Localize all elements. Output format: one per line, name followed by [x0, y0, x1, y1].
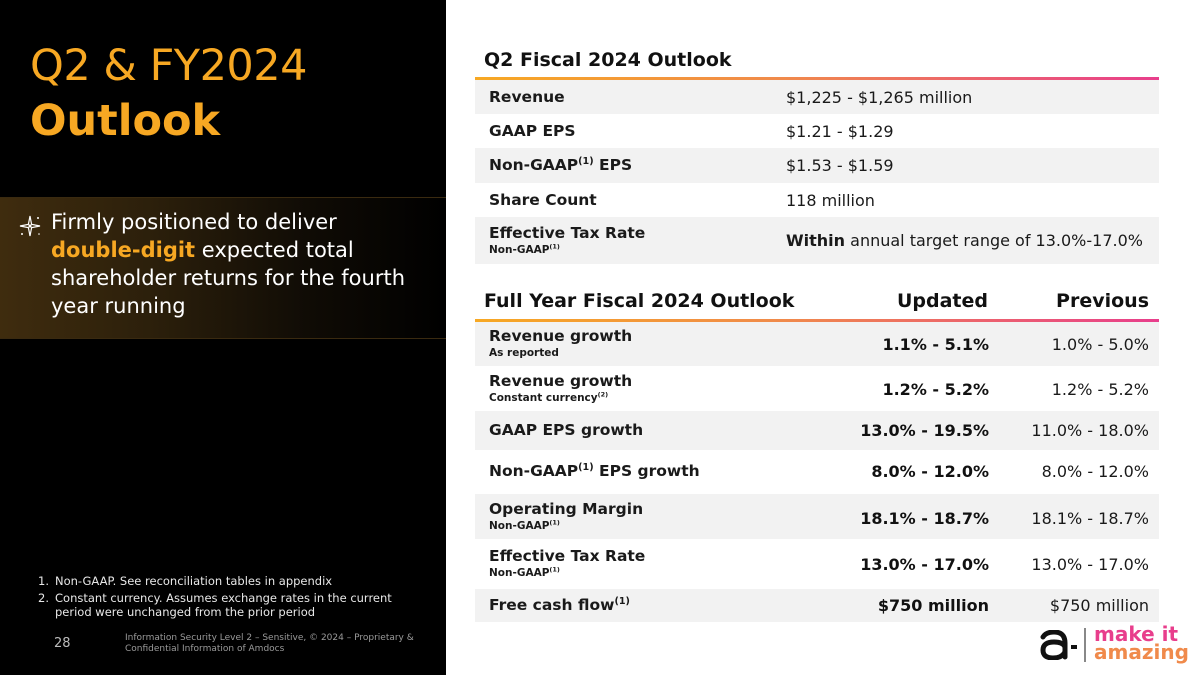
- fy-row-free-cash-flow: Free cash flow(1) $750 million $750 mill…: [475, 589, 1159, 622]
- q2-title-underline: [475, 77, 1159, 80]
- logo-tagline-line1: make it: [1094, 622, 1179, 646]
- logo-separator: [1084, 628, 1086, 662]
- fy-table-title: Full Year Fiscal 2024 Outlook: [484, 290, 795, 312]
- fy-row-operating-margin: Operating Margin Non-GAAP(1) 18.1% - 18.…: [475, 494, 1159, 539]
- fy-row-revenue-reported: Revenue growth As reported 1.1% - 5.1% 1…: [475, 322, 1159, 366]
- fy-row-gaap-eps-growth: GAAP EPS growth 13.0% - 19.5% 11.0% - 18…: [475, 411, 1159, 450]
- q2-row-nongaap-eps: Non-GAAP(1) EPS $1.53 - $1.59: [475, 148, 1159, 183]
- slide-title-line1: Q2 & FY2024: [30, 41, 308, 91]
- slide-title-line2: Outlook: [30, 96, 221, 146]
- q2-row-revenue: Revenue $1,225 - $1,265 million: [475, 80, 1159, 114]
- fy-title-underline: [475, 319, 1159, 322]
- fy-col-previous: Previous: [1056, 290, 1149, 312]
- q2-table-title: Q2 Fiscal 2024 Outlook: [484, 49, 732, 71]
- footnote-1: 1. Non-GAAP. See reconciliation tables in…: [38, 574, 333, 588]
- sparkle-icon: [19, 215, 41, 237]
- amdocs-logo-icon: [1040, 630, 1077, 660]
- highlight-text: Firmly positioned to deliver double-digi…: [51, 210, 406, 318]
- fy-row-tax-rate: Effective Tax Rate Non-GAAP(1) 13.0% - 1…: [489, 547, 1149, 579]
- legal-notice: Information Security Level 2 – Sensitive…: [125, 633, 414, 654]
- highlight-accent: double-digit: [51, 238, 196, 262]
- fy-col-updated: Updated: [896, 290, 988, 312]
- footnotes: 1. Non-GAAP. See reconciliation tables in…: [38, 574, 428, 622]
- q2-row-tax-rate: Effective Tax Rate Non-GAAP(1) Within an…: [475, 217, 1159, 264]
- page-number: 28: [54, 636, 71, 651]
- footnote-2: 2. Constant currency. Assumes exchange ra…: [38, 591, 392, 619]
- q2-row-share-count: Share Count 118 million: [489, 191, 875, 210]
- logo-tagline-line2: amazing: [1094, 640, 1189, 664]
- highlight-box: [0, 197, 446, 339]
- fy-row-revenue-cc: Revenue growth Constant currency(2) 1.2%…: [489, 372, 1149, 404]
- q2-row-gaap-eps: GAAP EPS $1.21 - $1.29: [489, 122, 894, 141]
- fy-row-nongaap-eps-growth: Non-GAAP(1) EPS growth 8.0% - 12.0% 8.0%…: [489, 461, 1149, 481]
